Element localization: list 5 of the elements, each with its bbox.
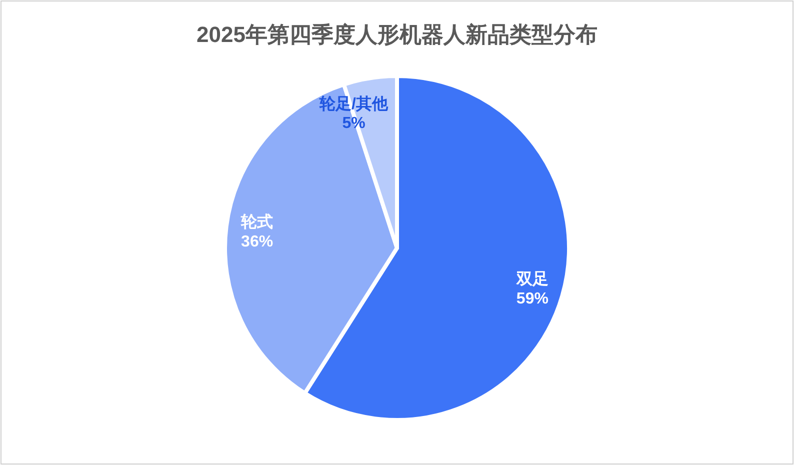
slice-label: 双足: [515, 271, 548, 288]
data-label: 59%: [516, 290, 548, 308]
slice-label: 轮式: [240, 213, 274, 232]
data-label: 36%: [241, 233, 274, 250]
chart-title: 2025年第四季度人形机器人新品类型分布: [196, 22, 598, 47]
